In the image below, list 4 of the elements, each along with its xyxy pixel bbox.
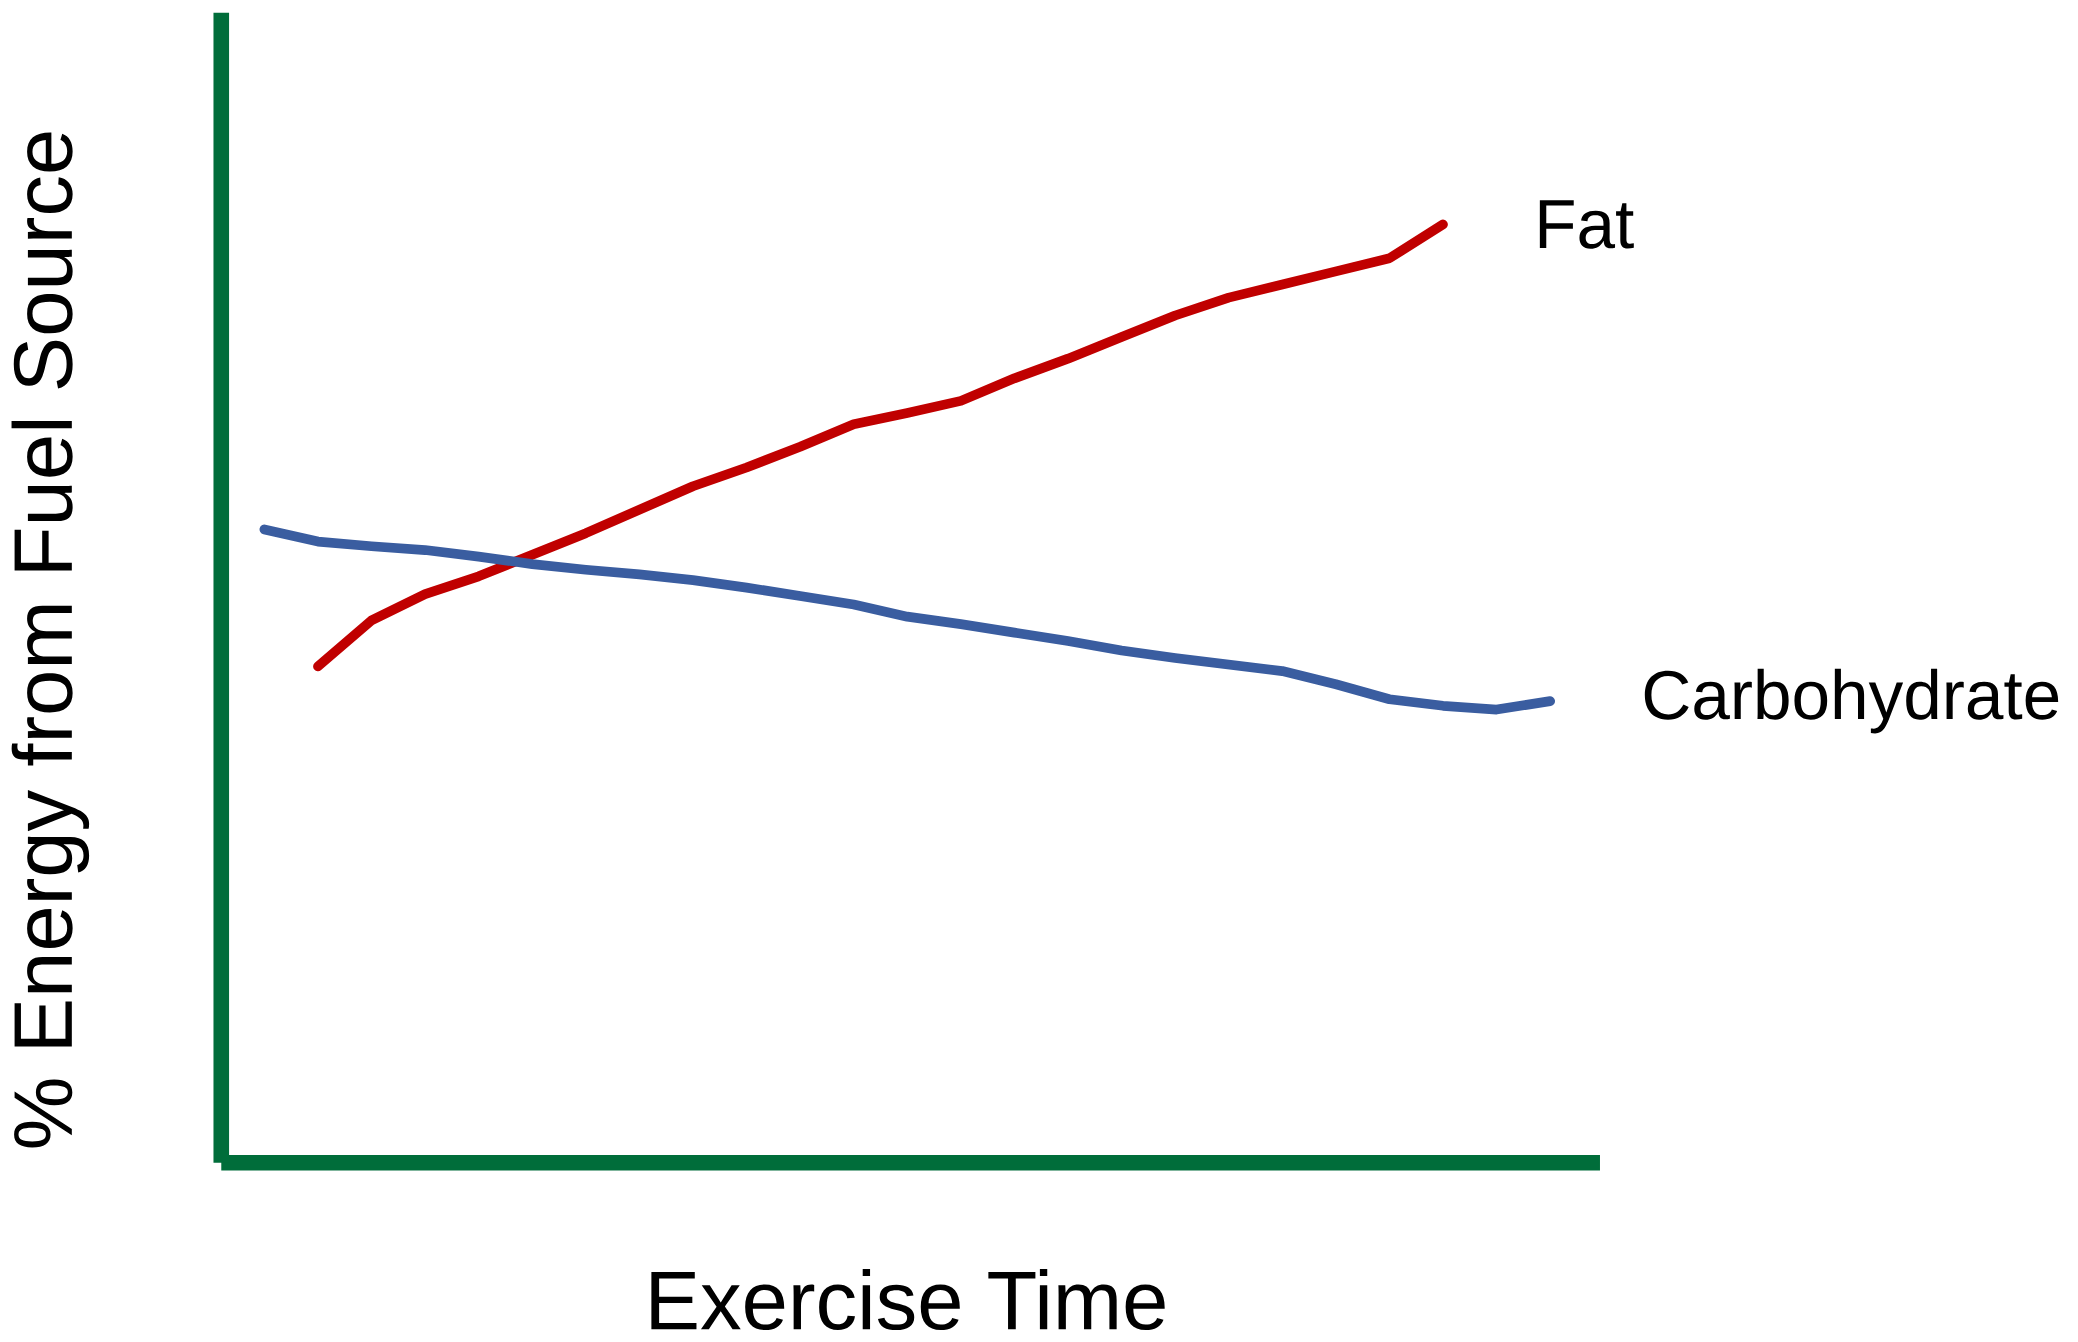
x-axis-title: Exercise Time [651, 1269, 1165, 1331]
series-label: Carbohydrate [1644, 668, 2059, 734]
y-axis-title: % Energy from Fuel Source [11, 132, 90, 1148]
series-label: Fat [1539, 200, 1634, 249]
